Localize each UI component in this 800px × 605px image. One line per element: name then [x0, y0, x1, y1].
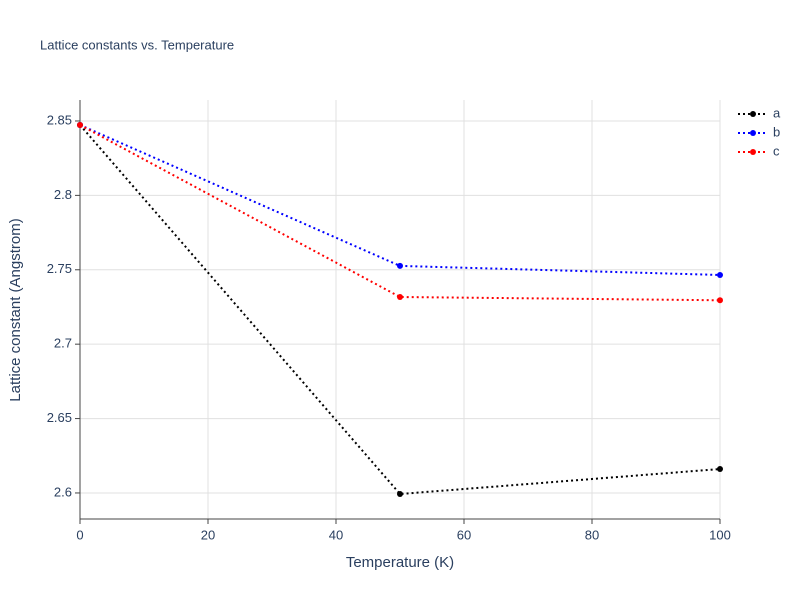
data-point	[397, 491, 403, 498]
x-tick-label: 100	[709, 527, 731, 542]
x-tick-label: 20	[201, 527, 215, 542]
y-tick-label: 2.75	[47, 261, 72, 276]
x-axis-label: Temperature (K)	[346, 554, 454, 571]
x-tick-label: 0	[76, 527, 83, 542]
data-point	[717, 297, 723, 304]
data-point	[397, 262, 403, 269]
legend-marker	[750, 130, 756, 136]
series-line	[79, 124, 721, 302]
y-axis-label: Lattice constant (Angstrom)	[7, 218, 24, 401]
y-tick-label: 2.7	[54, 336, 72, 351]
y-tick-label: 2.85	[47, 112, 72, 127]
data-point	[77, 121, 83, 128]
legend-marker	[750, 149, 756, 155]
x-tick-label: 60	[457, 527, 471, 542]
x-tick-label: 80	[585, 527, 599, 542]
y-tick-label: 2.8	[54, 187, 72, 202]
data-point	[717, 271, 723, 278]
series-line	[79, 124, 721, 276]
data-point	[397, 294, 403, 301]
legend-label: c	[773, 143, 780, 158]
legend-marker	[750, 111, 756, 117]
series-line	[79, 124, 721, 496]
y-tick-label: 2.65	[47, 410, 72, 425]
legend-label: a	[773, 105, 781, 120]
legend-label: b	[773, 124, 780, 139]
x-tick-label: 40	[329, 527, 343, 542]
data-point	[717, 466, 723, 473]
chart-title: Lattice constants vs. Temperature	[40, 37, 234, 52]
y-tick-label: 2.6	[54, 484, 72, 499]
